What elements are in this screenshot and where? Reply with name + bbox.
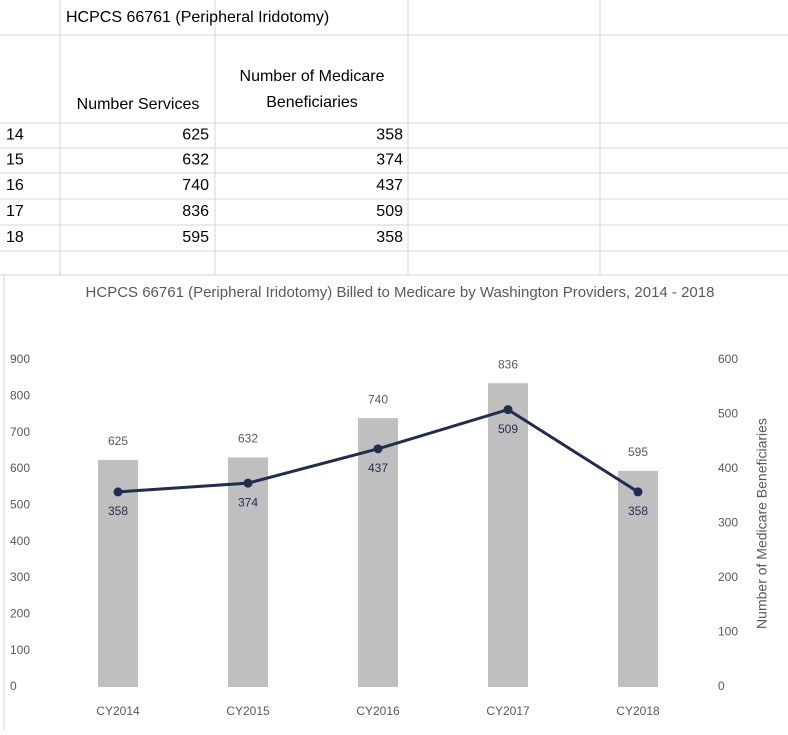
- y-tick-label: 300: [10, 570, 30, 584]
- bar: [228, 457, 268, 687]
- point-value-label: 437: [368, 461, 388, 475]
- point-value-label: 509: [498, 422, 518, 436]
- row-label: 14: [6, 127, 24, 144]
- x-tick-label: CY2017: [486, 704, 530, 718]
- bar: [488, 383, 528, 687]
- y2-axis-label: Number of Medicare Beneficiaries: [754, 418, 770, 629]
- bar-value-label: 836: [498, 357, 518, 371]
- x-tick-label: CY2016: [356, 704, 400, 718]
- y-tick-label: 500: [10, 498, 30, 512]
- cell-value: 437: [376, 177, 403, 194]
- cell-value: 595: [182, 229, 209, 246]
- bar: [358, 418, 398, 687]
- cell-value: 836: [182, 203, 209, 220]
- y2-tick-label: 100: [718, 625, 738, 639]
- cell-value: 740: [182, 177, 209, 194]
- point-value-label: 358: [108, 504, 128, 518]
- y2-tick-label: 500: [718, 407, 738, 421]
- y-tick-label: 400: [10, 534, 30, 548]
- row-label: 15: [6, 152, 24, 169]
- row-label: 16: [6, 177, 24, 194]
- x-tick-label: CY2018: [616, 704, 660, 718]
- column-header: Number of Medicare Beneficiaries: [239, 68, 385, 111]
- cell-value: 632: [182, 152, 209, 169]
- point: [503, 405, 513, 415]
- y-tick-label: 200: [10, 607, 30, 621]
- y-tick-label: 0: [10, 679, 17, 693]
- column-header-box: Number of Medicare Beneficiaries: [239, 68, 385, 111]
- bar-value-label: 740: [368, 392, 388, 406]
- point: [243, 478, 253, 488]
- chart-title-box: HCPCS 66761 (Peripheral Iridotomy) Bille…: [85, 284, 715, 301]
- bar: [98, 459, 138, 687]
- point: [633, 487, 643, 497]
- chart-title: HCPCS 66761 (Peripheral Iridotomy) Bille…: [85, 284, 715, 301]
- row-label: 17: [6, 203, 24, 220]
- y-tick-label: 700: [10, 425, 30, 439]
- y-tick-label: 800: [10, 389, 30, 403]
- x-tick-label: CY2014: [96, 704, 140, 718]
- y-tick-label: 100: [10, 643, 30, 657]
- bar: [618, 470, 658, 687]
- bar-value-label: 595: [628, 445, 648, 459]
- point-value-label: 374: [238, 495, 258, 509]
- point: [373, 444, 383, 454]
- point-value-label: 358: [628, 504, 648, 518]
- row-label: 18: [6, 229, 24, 246]
- column-header: Number Services: [77, 96, 200, 113]
- bar-value-label: 632: [238, 432, 258, 446]
- y2-tick-label: 400: [718, 461, 738, 475]
- table-title: HCPCS 66761 (Peripheral Iridotomy): [66, 9, 329, 26]
- y2-tick-label: 600: [718, 352, 738, 366]
- cell-value: 625: [182, 127, 209, 144]
- cell-value: 358: [376, 127, 403, 144]
- bar-value-label: 625: [108, 434, 128, 448]
- cell-value: 374: [376, 152, 403, 169]
- y2-tick-label: 200: [718, 570, 738, 584]
- cell-value: 358: [376, 229, 403, 246]
- y-tick-label: 600: [10, 461, 30, 475]
- y2-tick-label: 0: [718, 679, 725, 693]
- cell-value: 509: [376, 203, 403, 220]
- y2-tick-label: 300: [718, 516, 738, 530]
- x-tick-label: CY2015: [226, 704, 270, 718]
- point: [113, 487, 123, 497]
- y-tick-label: 900: [10, 352, 30, 366]
